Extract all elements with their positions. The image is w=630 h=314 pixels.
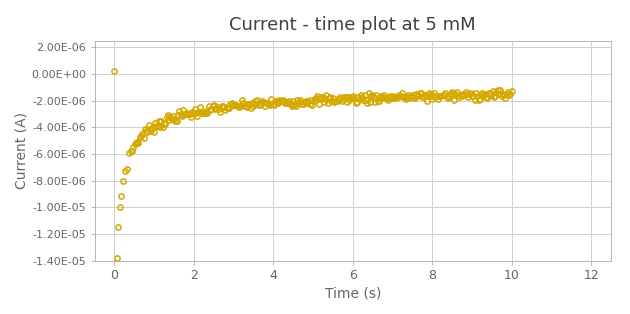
Title: Current - time plot at 5 mM: Current - time plot at 5 mM [229,16,476,34]
X-axis label: Time (s): Time (s) [324,286,381,300]
Y-axis label: Current (A): Current (A) [14,112,28,189]
